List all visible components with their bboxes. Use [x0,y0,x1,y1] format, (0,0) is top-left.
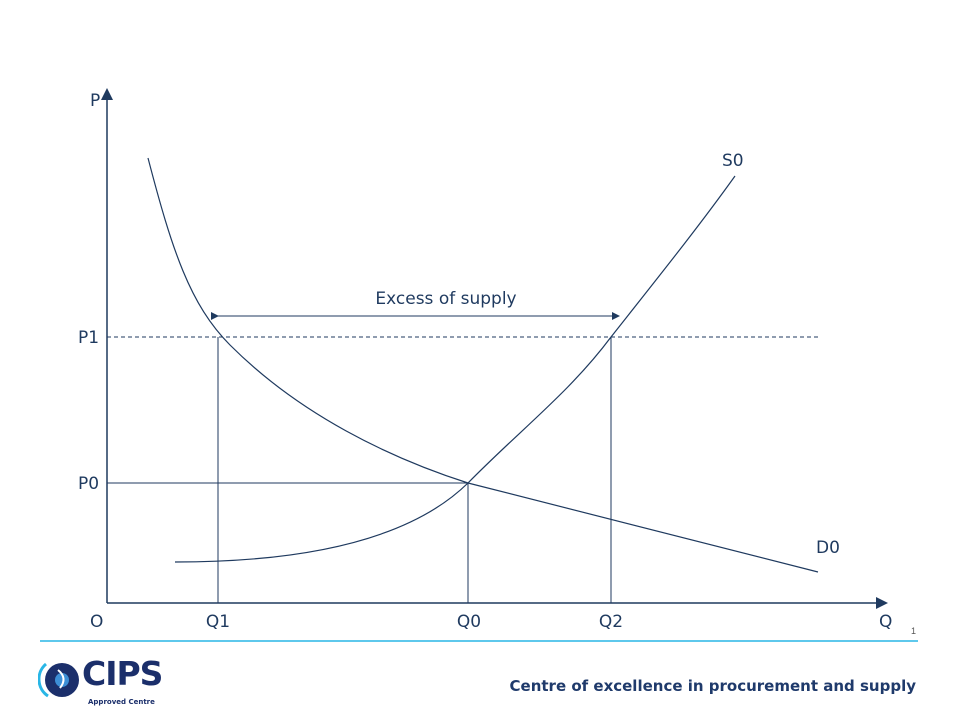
footer-tagline: Centre of excellence in procurement and … [509,677,916,695]
p1-label: P1 [78,328,99,348]
q0-label: Q0 [457,612,481,632]
page-number: 1 [911,626,917,636]
demand-label: D0 [816,538,840,558]
logo-subtext: Approved Centre [88,698,155,706]
supply-label: S0 [722,151,744,171]
p0-label: P0 [78,474,99,494]
y-axis-label: P [90,91,100,111]
origin-label: O [90,612,103,632]
q1-label: Q1 [206,612,230,632]
x-axis-label: Q [879,612,892,632]
q2-label: Q2 [599,612,623,632]
logo-text: CIPS [82,654,163,693]
demand-curve [147,157,819,573]
cips-logo: CIPS Approved Centre [38,654,168,712]
supply-curve [174,175,736,563]
cips-globe-icon [38,662,79,698]
excess-supply-label: Excess of supply [375,289,516,309]
